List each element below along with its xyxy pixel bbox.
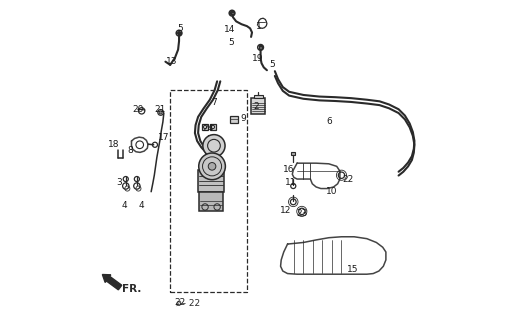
Text: 5: 5 xyxy=(269,60,275,69)
Text: 5: 5 xyxy=(178,24,183,33)
Text: 24: 24 xyxy=(203,124,214,133)
Bar xyxy=(254,95,263,99)
Circle shape xyxy=(208,163,216,170)
Text: 18: 18 xyxy=(108,140,120,148)
Text: 1: 1 xyxy=(256,22,262,31)
Bar xyxy=(170,90,247,292)
Text: 23: 23 xyxy=(296,209,308,219)
Text: 14: 14 xyxy=(224,25,235,35)
Text: 11: 11 xyxy=(285,178,296,187)
Text: 22: 22 xyxy=(175,298,186,307)
Text: 22: 22 xyxy=(342,174,353,184)
Text: 5: 5 xyxy=(228,38,234,47)
Bar xyxy=(178,32,181,34)
Bar xyxy=(202,124,208,130)
Text: 4: 4 xyxy=(139,202,145,211)
Text: 3: 3 xyxy=(116,178,122,187)
Text: 2: 2 xyxy=(253,101,258,111)
Text: 16: 16 xyxy=(283,165,294,174)
Circle shape xyxy=(199,153,225,180)
Text: 20: 20 xyxy=(132,105,143,114)
Bar xyxy=(251,98,265,114)
Text: ø– 22: ø– 22 xyxy=(176,298,200,307)
Bar xyxy=(199,192,223,211)
Text: 21: 21 xyxy=(154,105,166,114)
Circle shape xyxy=(159,111,162,114)
Text: 17: 17 xyxy=(158,133,169,142)
Bar xyxy=(231,12,234,14)
Text: 13: 13 xyxy=(166,57,178,66)
Text: FR.: FR. xyxy=(122,284,141,294)
Bar xyxy=(230,11,234,14)
Bar xyxy=(291,152,295,155)
Text: 15: 15 xyxy=(347,265,358,274)
FancyArrow shape xyxy=(103,275,122,290)
Text: 19: 19 xyxy=(252,54,264,63)
Bar xyxy=(210,124,216,130)
Text: 9: 9 xyxy=(240,114,246,123)
Text: 10: 10 xyxy=(326,187,338,196)
Text: 12: 12 xyxy=(280,206,292,215)
Bar xyxy=(258,45,263,48)
Text: 7: 7 xyxy=(212,99,218,108)
Text: 6: 6 xyxy=(326,117,332,126)
Circle shape xyxy=(203,135,225,157)
Text: 4: 4 xyxy=(121,202,127,211)
Text: 8: 8 xyxy=(127,146,134,155)
Circle shape xyxy=(178,32,181,35)
Bar xyxy=(260,46,262,49)
Bar xyxy=(198,170,224,192)
Bar xyxy=(230,116,238,123)
